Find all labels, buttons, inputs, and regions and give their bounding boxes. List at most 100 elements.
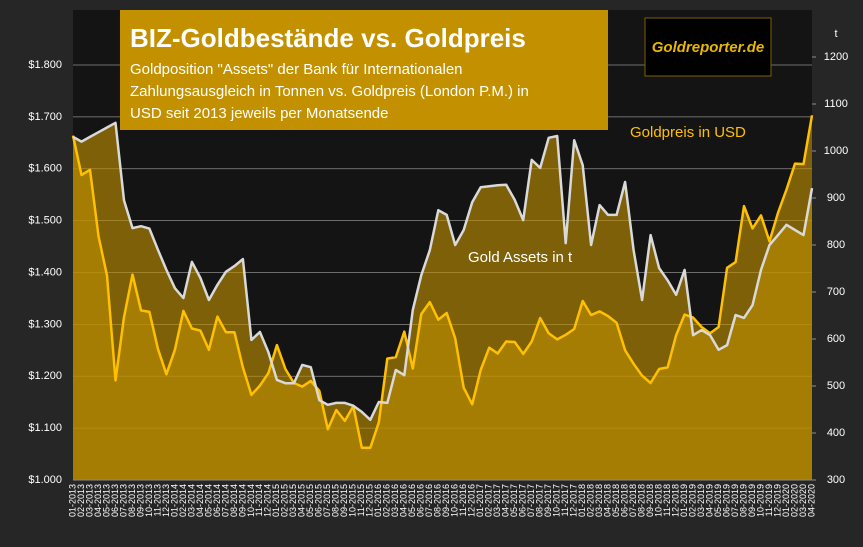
x-tick-label: 06-2018 — [620, 484, 630, 517]
x-tick-label: 12-2017 — [569, 484, 579, 517]
x-tick-label: 09-2016 — [441, 484, 451, 517]
x-tick-label: 02-2013 — [76, 484, 86, 517]
subtitle: Goldposition "Assets" der Bank für Inter… — [130, 61, 463, 78]
x-tick-label: 08-2013 — [127, 484, 137, 517]
y2-tick-label: 800 — [827, 239, 845, 251]
x-tick-label: 06-2015 — [314, 484, 324, 517]
x-tick-label: 09-2017 — [543, 484, 553, 517]
x-tick-label: 11-2019 — [764, 484, 774, 516]
x-tick-label: 10-2015 — [348, 484, 358, 517]
x-tick-label: 10-2017 — [552, 484, 562, 517]
x-tick-label: 03-2018 — [594, 484, 604, 517]
x-tick-label: 03-2020 — [798, 484, 808, 517]
x-tick-label: 04-2013 — [93, 484, 103, 517]
x-tick-label: 11-2018 — [662, 484, 672, 516]
series-line — [72, 121, 814, 422]
x-tick-label: 05-2013 — [101, 484, 111, 517]
x-tick-label: 04-2020 — [806, 484, 816, 517]
logo-box — [644, 17, 772, 77]
x-tick-label: 06-2019 — [721, 484, 731, 517]
x-tick-label: 04-2018 — [603, 484, 613, 517]
x-tick-label: 06-2014 — [212, 484, 222, 517]
x-tick-label: 12-2019 — [772, 484, 782, 517]
y-tick-label: $1.100 — [28, 422, 62, 434]
chart-title: BIZ-Goldbestände vs. Goldpreis — [130, 23, 526, 53]
y2-tick-label: 1100 — [824, 98, 848, 110]
x-tick-label: 04-2016 — [399, 484, 409, 517]
y-tick-label: $1.200 — [28, 370, 62, 382]
y2-tick-label: 400 — [827, 427, 845, 439]
x-tick-label: 08-2018 — [636, 484, 646, 517]
y2-tick-label: 300 — [827, 474, 845, 486]
x-tick-label: 02-2015 — [280, 484, 290, 517]
x-tick-label: 12-2016 — [467, 484, 477, 517]
y-tick-label: $1.300 — [28, 318, 62, 330]
x-tick-label: 02-2018 — [586, 484, 596, 517]
x-tick-label: 01-2014 — [169, 484, 179, 517]
x-tick-label: 12-2018 — [670, 484, 680, 517]
title-box — [120, 10, 608, 130]
x-tick-label: 04-2017 — [501, 484, 511, 517]
x-tick-label: 11-2017 — [560, 484, 570, 516]
x-tick-label: 10-2013 — [144, 484, 154, 517]
x-tick-label: 02-2020 — [789, 484, 799, 517]
x-tick-label: 07-2018 — [628, 484, 638, 517]
x-tick-label: 01-2015 — [271, 484, 281, 517]
x-tick-label: 11-2013 — [152, 484, 162, 516]
x-tick-label: 04-2019 — [704, 484, 714, 517]
y-tick-label: $1.700 — [28, 111, 62, 123]
y-tick-label: $1.000 — [28, 474, 62, 486]
x-tick-label: 05-2018 — [611, 484, 621, 517]
x-tick-label: 02-2014 — [178, 484, 188, 517]
plot — [71, 56, 816, 481]
x-tick-label: 08-2015 — [331, 484, 341, 517]
x-tick-label: 12-2015 — [365, 484, 375, 517]
x-tick-label: 07-2014 — [220, 484, 230, 517]
x-tick-label: 03-2017 — [492, 484, 502, 517]
y2-axis-label: t — [834, 28, 837, 40]
x-tick-label: 03-2015 — [288, 484, 298, 517]
x-tick-label: 06-2016 — [416, 484, 426, 517]
x-tick-label: 07-2019 — [730, 484, 740, 517]
y2-tick-label: 600 — [827, 333, 845, 345]
y-tick-label: $1.800 — [28, 59, 62, 71]
x-tick-label: 02-2017 — [484, 484, 494, 517]
x-tick-label: 03-2014 — [186, 484, 196, 517]
x-tick-label: 11-2014 — [254, 484, 264, 516]
x-tick-label: 07-2013 — [118, 484, 128, 517]
y2-tick-label: 1200 — [824, 51, 848, 63]
x-tick-label: 01-2018 — [577, 484, 587, 517]
x-tick-label: 01-2020 — [781, 484, 791, 517]
y2-tick-label: 700 — [827, 286, 845, 298]
x-tick-label: 11-2016 — [458, 484, 468, 516]
x-tick-label: 02-2016 — [382, 484, 392, 517]
x-tick-label: 09-2014 — [237, 484, 247, 517]
x-tick-label: 03-2019 — [696, 484, 706, 517]
y-tick-label: $1.600 — [28, 163, 62, 175]
x-tick-label: 05-2015 — [305, 484, 315, 517]
x-tick-label: 07-2017 — [526, 484, 536, 517]
x-tick-label: 01-2017 — [475, 484, 485, 517]
x-tick-label: 10-2018 — [653, 484, 663, 517]
x-tick-label: 07-2015 — [322, 484, 332, 517]
y2-tick-label: 500 — [827, 380, 845, 392]
x-tick-label: 03-2013 — [84, 484, 94, 517]
x-tick-label: 01-2016 — [373, 484, 383, 517]
x-tick-label: 11-2015 — [356, 484, 366, 516]
x-tick-label: 04-2014 — [195, 484, 205, 517]
x-tick-label: 06-2017 — [518, 484, 528, 517]
y-tick-label: $1.500 — [28, 215, 62, 227]
y-tick-label: $1.400 — [28, 266, 62, 278]
x-tick-label: 03-2016 — [390, 484, 400, 517]
x-tick-label: 08-2019 — [738, 484, 748, 517]
x-tick-label: 05-2017 — [509, 484, 519, 517]
x-tick-label: 08-2014 — [229, 484, 239, 517]
subtitle: Zahlungsausgleich in Tonnen vs. Goldprei… — [130, 83, 529, 100]
x-tick-label: 10-2014 — [246, 484, 256, 517]
x-tick-label: 10-2016 — [450, 484, 460, 517]
annotation: Gold Assets in t — [468, 249, 573, 266]
y2-tick-label: 900 — [827, 192, 845, 204]
x-tick-label: 08-2017 — [535, 484, 545, 517]
